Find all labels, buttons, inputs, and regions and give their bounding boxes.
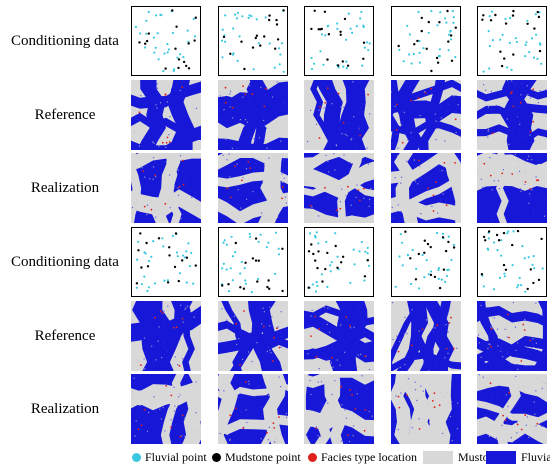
conditioning-data-map <box>218 6 288 76</box>
reference-facies-map <box>391 301 461 371</box>
conditioning-data-map <box>304 6 374 76</box>
fluvial-point-marker-icon <box>132 452 141 462</box>
map-canvas <box>131 6 201 76</box>
conditioning-data-map <box>391 6 461 76</box>
legend-item-fluvial: Fluvial <box>486 447 550 467</box>
conditioning-data-map <box>218 227 288 297</box>
conditioning-data-map <box>477 227 547 297</box>
realization-facies-map <box>218 153 288 223</box>
legend-label-fluvial-point: Fluvial point <box>145 449 207 464</box>
realization-facies-map <box>477 153 547 223</box>
map-canvas <box>477 80 547 150</box>
row-label-reference-1: Reference <box>34 107 96 123</box>
row-label-conditioning-data-2: Conditioning data <box>11 254 119 270</box>
map-canvas <box>304 227 374 297</box>
legend-item-facies-type-location: Facies type location <box>308 447 417 467</box>
mudstone-point-marker-icon <box>212 452 221 462</box>
reference-facies-map <box>218 80 288 150</box>
reference-facies-map <box>131 80 201 150</box>
map-canvas <box>304 80 374 150</box>
legend-label-mudstone-point: Mudstone point <box>225 449 301 464</box>
map-canvas <box>304 301 374 371</box>
realization-facies-map <box>131 153 201 223</box>
map-canvas <box>477 301 547 371</box>
reference-facies-map <box>304 80 374 150</box>
mustone-swatch-icon <box>423 450 453 464</box>
reference-facies-map <box>218 301 288 371</box>
map-canvas <box>131 301 201 371</box>
map-canvas <box>391 301 461 371</box>
conditioning-data-map <box>131 6 201 76</box>
map-canvas <box>477 153 547 223</box>
realization-facies-map <box>218 374 288 444</box>
legend-label-fluvial: Fluvial <box>521 449 550 464</box>
map-canvas <box>131 80 201 150</box>
reference-facies-map <box>477 301 547 371</box>
map-canvas <box>304 374 374 444</box>
legend-item-fluvial-point: Fluvial point <box>132 447 207 467</box>
conditioning-data-map <box>477 6 547 76</box>
map-canvas <box>218 301 288 371</box>
legend-label-facies-type-location: Facies type location <box>321 449 417 464</box>
realization-facies-map <box>131 374 201 444</box>
row-label-realization-2: Realization <box>30 401 100 417</box>
realization-facies-map <box>477 374 547 444</box>
map-canvas <box>391 227 461 297</box>
map-canvas <box>477 374 547 444</box>
realization-facies-map <box>304 153 374 223</box>
map-canvas <box>218 153 288 223</box>
map-canvas <box>218 374 288 444</box>
reference-facies-map <box>391 80 461 150</box>
map-canvas <box>218 227 288 297</box>
reference-facies-map <box>131 301 201 371</box>
map-canvas <box>131 374 201 444</box>
legend-item-mudstone-point: Mudstone point <box>212 447 301 467</box>
conditioning-data-map <box>131 227 201 297</box>
realization-facies-map <box>391 153 461 223</box>
map-canvas <box>304 6 374 76</box>
map-canvas <box>218 80 288 150</box>
row-label-reference-2: Reference <box>34 328 96 344</box>
legend: Fluvial point Mudstone point Facies type… <box>132 447 550 467</box>
map-canvas <box>304 153 374 223</box>
realization-facies-map <box>304 374 374 444</box>
map-canvas <box>391 153 461 223</box>
map-canvas <box>391 6 461 76</box>
map-canvas <box>391 80 461 150</box>
row-label-conditioning-data-1: Conditioning data <box>11 33 119 49</box>
map-canvas <box>477 227 547 297</box>
row-label-realization-1: Realization <box>30 180 100 196</box>
conditioning-data-map <box>391 227 461 297</box>
map-canvas <box>477 6 547 76</box>
map-canvas <box>131 153 201 223</box>
fluvial-swatch-icon <box>486 450 516 464</box>
map-canvas <box>218 6 288 76</box>
map-canvas <box>131 227 201 297</box>
conditioning-data-map <box>304 227 374 297</box>
reference-facies-map <box>304 301 374 371</box>
facies-location-marker-icon <box>308 452 317 462</box>
realization-facies-map <box>391 374 461 444</box>
map-canvas <box>391 374 461 444</box>
reference-facies-map <box>477 80 547 150</box>
